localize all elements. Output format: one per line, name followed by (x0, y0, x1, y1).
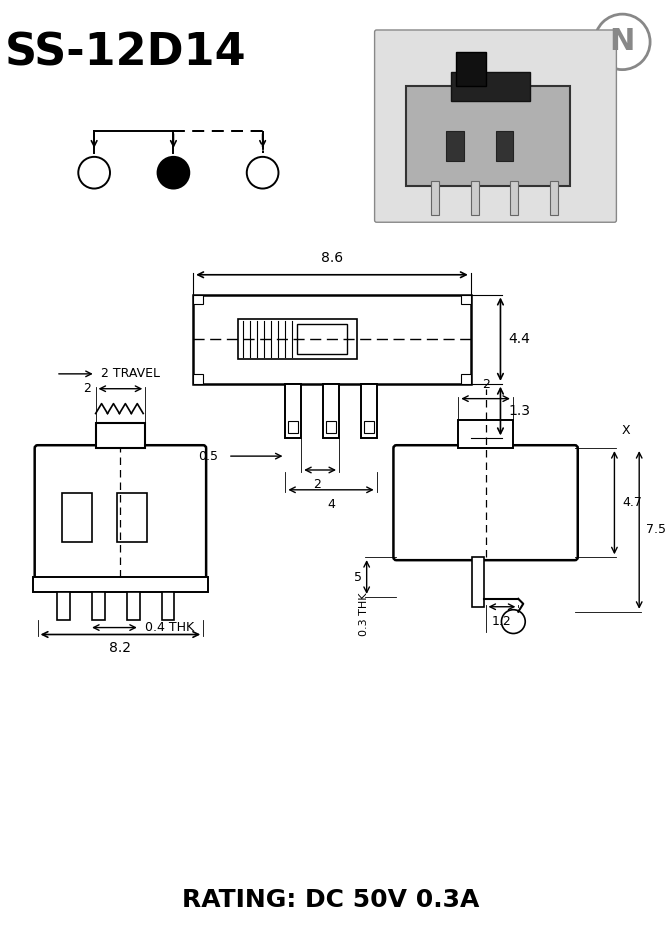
Bar (62, 492, 92, 542)
Bar (446, 131, 464, 160)
Bar (451, 71, 530, 101)
Bar (406, 86, 570, 186)
Bar (550, 181, 558, 216)
Bar (472, 557, 484, 607)
Bar (431, 181, 439, 216)
Bar (92, 592, 105, 620)
Text: 4.7: 4.7 (623, 496, 642, 509)
Bar (289, 421, 299, 433)
Bar (285, 384, 301, 438)
Bar (193, 295, 203, 305)
Bar (471, 181, 479, 216)
Bar (458, 420, 513, 448)
Text: 2: 2 (313, 478, 321, 491)
Text: 2: 2 (482, 378, 490, 391)
Text: 8.6: 8.6 (321, 250, 343, 265)
Bar (57, 592, 70, 620)
Bar (326, 421, 336, 433)
Bar (96, 423, 145, 448)
Text: 1.2: 1.2 (492, 614, 512, 628)
Text: 0.3 THK: 0.3 THK (359, 593, 369, 636)
Text: N: N (610, 27, 635, 56)
Bar (323, 384, 339, 438)
Text: 4.4: 4.4 (508, 332, 530, 346)
Bar (496, 131, 513, 160)
Text: SS-12D14: SS-12D14 (5, 32, 246, 75)
Bar (361, 384, 377, 438)
Bar (117, 492, 147, 542)
FancyBboxPatch shape (375, 30, 617, 222)
Bar (162, 592, 174, 620)
FancyBboxPatch shape (393, 446, 578, 560)
Bar (297, 325, 347, 354)
Text: 0.5: 0.5 (198, 449, 218, 462)
Bar (193, 295, 471, 384)
Text: 8.2: 8.2 (110, 642, 132, 656)
Bar (363, 421, 373, 433)
Bar (461, 374, 471, 384)
Bar (238, 319, 357, 359)
Bar (193, 374, 203, 384)
Text: 7.5: 7.5 (646, 523, 666, 537)
Text: RATING: DC 50V 0.3A: RATING: DC 50V 0.3A (182, 888, 480, 912)
Bar (461, 295, 471, 305)
Bar (456, 52, 486, 86)
Text: 2: 2 (83, 382, 91, 395)
Bar (127, 592, 140, 620)
Text: 2 TRAVEL: 2 TRAVEL (101, 368, 160, 381)
Text: 4: 4 (327, 498, 335, 510)
Circle shape (158, 157, 189, 189)
FancyBboxPatch shape (35, 446, 206, 580)
Text: 0.4 THK: 0.4 THK (145, 621, 194, 634)
Text: 5: 5 (354, 570, 361, 583)
Text: 1.3: 1.3 (508, 404, 530, 418)
Text: X: X (622, 424, 631, 437)
Bar (510, 181, 518, 216)
Bar (33, 577, 208, 592)
